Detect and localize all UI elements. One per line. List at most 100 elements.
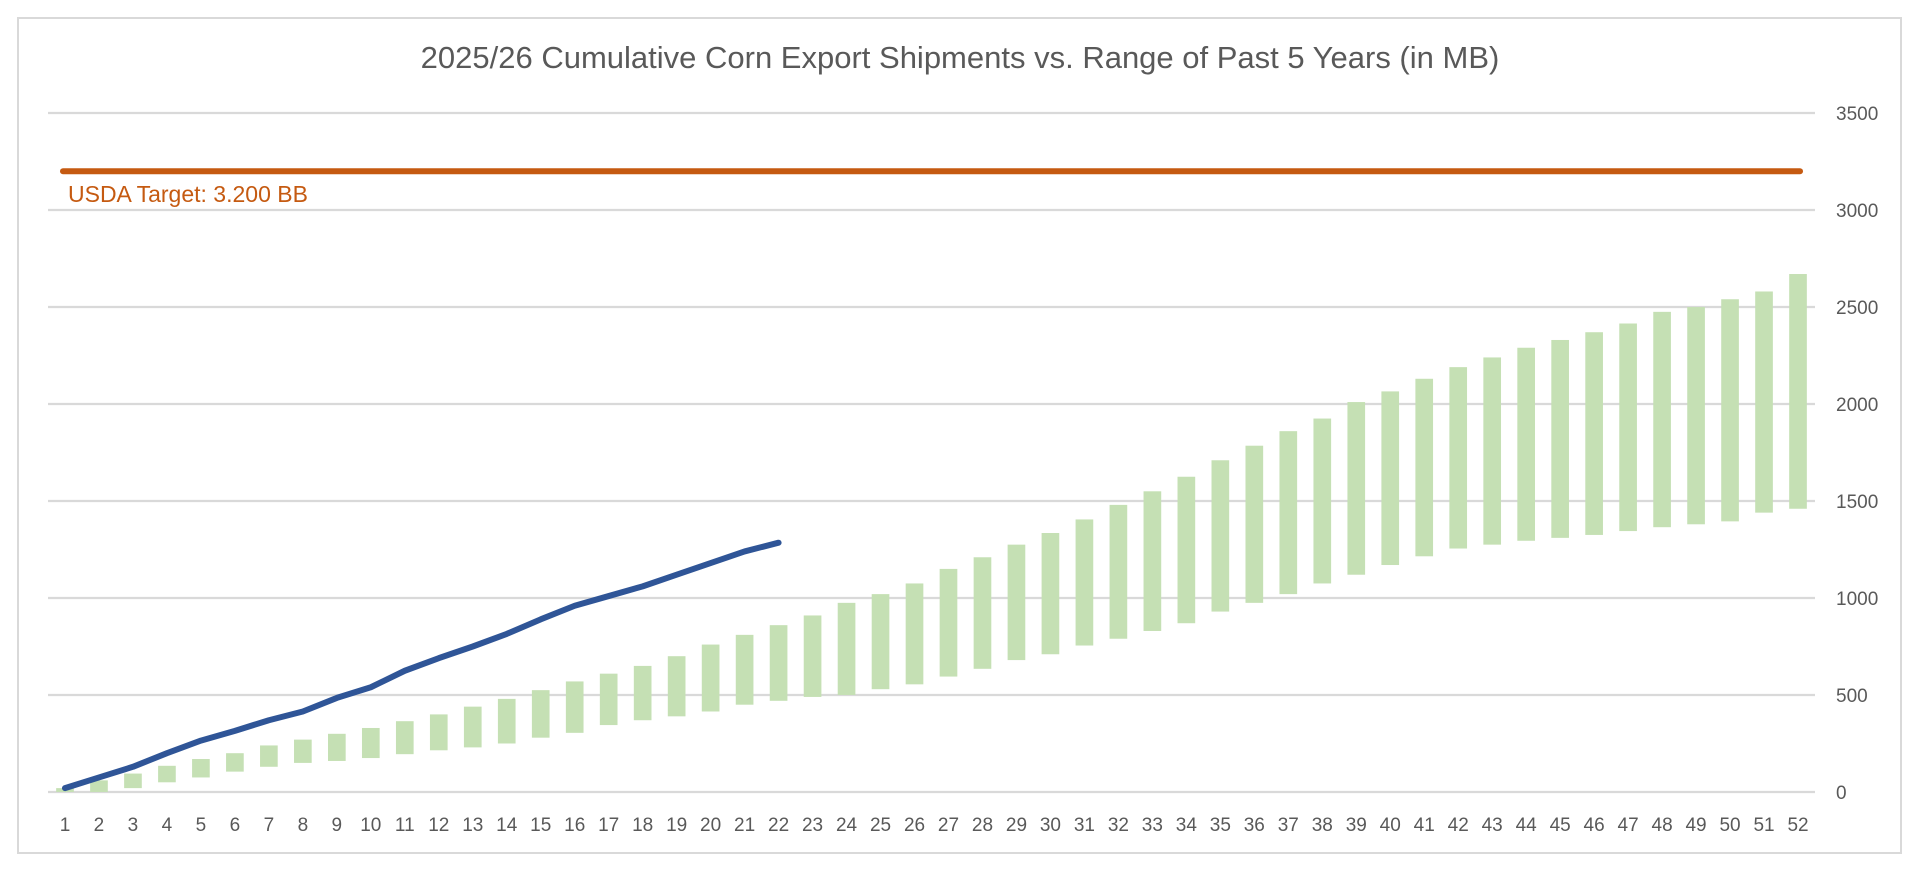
y-tick-label: 3500	[1836, 104, 1878, 125]
range-bar	[565, 681, 584, 733]
current-year-line	[61, 539, 782, 792]
range-bar	[1755, 291, 1773, 513]
range-bar	[1143, 491, 1162, 631]
x-tick-label: 3	[128, 815, 139, 836]
range-bar	[1007, 544, 1026, 661]
x-tick-label: 36	[1244, 815, 1265, 836]
x-tick-label: 46	[1584, 815, 1605, 836]
range-bar	[1517, 347, 1535, 541]
range-bar	[701, 644, 720, 712]
x-tick-label: 14	[496, 815, 518, 836]
range-bar	[1619, 323, 1637, 532]
x-tick-label: 42	[1448, 815, 1469, 836]
range-bar	[395, 721, 414, 755]
range-bar	[1109, 504, 1128, 639]
x-tick-label: 5	[196, 815, 207, 836]
y-tick-label: 1500	[1836, 492, 1878, 513]
x-tick-label: 15	[530, 815, 551, 836]
x-tick-label: 37	[1278, 815, 1299, 836]
range-bar	[1347, 402, 1366, 575]
x-tick-label: 9	[332, 815, 343, 836]
range-bar	[1415, 378, 1434, 557]
range-bar	[124, 773, 142, 789]
y-tick-label: 2500	[1836, 298, 1878, 319]
range-bar	[837, 602, 856, 695]
x-tick-label: 1	[60, 815, 71, 836]
x-tick-label: 40	[1380, 815, 1401, 836]
x-tick-label: 28	[972, 815, 993, 836]
x-tick-label: 44	[1516, 815, 1538, 836]
x-tick-label: 49	[1685, 815, 1706, 836]
range-bar	[1313, 418, 1332, 584]
x-tick-label: 27	[938, 815, 959, 836]
x-tick-label: 52	[1787, 815, 1808, 836]
range-bar	[328, 733, 346, 761]
range-bar	[1177, 476, 1196, 624]
range-bar	[599, 673, 618, 726]
x-tick-label: 7	[264, 815, 275, 836]
range-bar	[905, 583, 924, 685]
x-tick-label: 26	[904, 815, 925, 836]
range-bar	[531, 690, 550, 738]
range-bar	[1211, 460, 1230, 612]
range-bar	[90, 780, 108, 792]
range-bar	[871, 594, 890, 690]
y-tick-label: 2000	[1836, 395, 1878, 416]
range-bar	[1279, 431, 1298, 595]
x-tick-label: 23	[802, 815, 823, 836]
usda-target: USDA Target: 3.200 BB	[59, 168, 1804, 207]
range-bar	[361, 727, 380, 759]
range-bar	[1789, 274, 1807, 509]
range-bar	[769, 625, 788, 701]
x-tick-label: 11	[395, 815, 415, 836]
x-tick-label: 12	[428, 815, 449, 836]
x-tick-label: 41	[1414, 815, 1435, 836]
x-tick-label: 4	[162, 815, 173, 836]
range-bar	[294, 739, 312, 763]
x-tick-label: 20	[700, 815, 721, 836]
range-bar	[226, 753, 244, 772]
range-bar	[939, 568, 958, 677]
x-axis-ticks: 1 2 3 4 5 6 7 8 9 10 11 12 13 14 15 16 17 18 19 20 21 22 23 24 2…	[60, 815, 1809, 836]
x-tick-label: 30	[1040, 815, 1061, 836]
y-tick-label: 500	[1836, 686, 1868, 707]
x-tick-label: 43	[1482, 815, 1503, 836]
y-tick-label: 3000	[1836, 201, 1878, 222]
range-bar	[667, 656, 686, 717]
x-tick-label: 19	[666, 815, 687, 836]
range-bar	[803, 615, 822, 697]
x-tick-label: 18	[632, 815, 653, 836]
range-bar	[1449, 367, 1468, 549]
x-tick-label: 32	[1108, 815, 1129, 836]
x-tick-label: 31	[1074, 815, 1095, 836]
y-axis-ticks: 0 500 1000 1500 2000 2500 3000 3500	[1836, 104, 1878, 804]
x-tick-label: 6	[230, 815, 241, 836]
y-tick-label: 0	[1836, 783, 1847, 804]
x-tick-label: 48	[1652, 815, 1673, 836]
range-bar	[973, 557, 992, 669]
x-tick-label: 21	[734, 815, 755, 836]
x-tick-label: 13	[462, 815, 483, 836]
y-tick-label: 1000	[1836, 589, 1878, 610]
x-tick-label: 47	[1618, 815, 1639, 836]
x-tick-label: 34	[1176, 815, 1198, 836]
range-bar	[1483, 357, 1502, 545]
current-year-line-path	[61, 539, 782, 792]
usda-target-label: USDA Target: 3.200 BB	[68, 181, 308, 207]
range-bars	[56, 274, 1807, 792]
x-tick-label: 10	[360, 815, 381, 836]
range-bar	[429, 714, 448, 751]
range-bar	[633, 665, 652, 721]
range-bar	[158, 765, 176, 783]
x-tick-label: 45	[1550, 815, 1571, 836]
x-tick-label: 35	[1210, 815, 1231, 836]
x-tick-label: 17	[598, 815, 619, 836]
x-tick-label: 2	[94, 815, 105, 836]
range-bar	[1075, 519, 1094, 646]
x-tick-label: 29	[1006, 815, 1027, 836]
x-tick-label: 33	[1142, 815, 1163, 836]
x-tick-label: 50	[1719, 815, 1740, 836]
x-tick-label: 25	[870, 815, 891, 836]
x-tick-label: 24	[836, 815, 858, 836]
